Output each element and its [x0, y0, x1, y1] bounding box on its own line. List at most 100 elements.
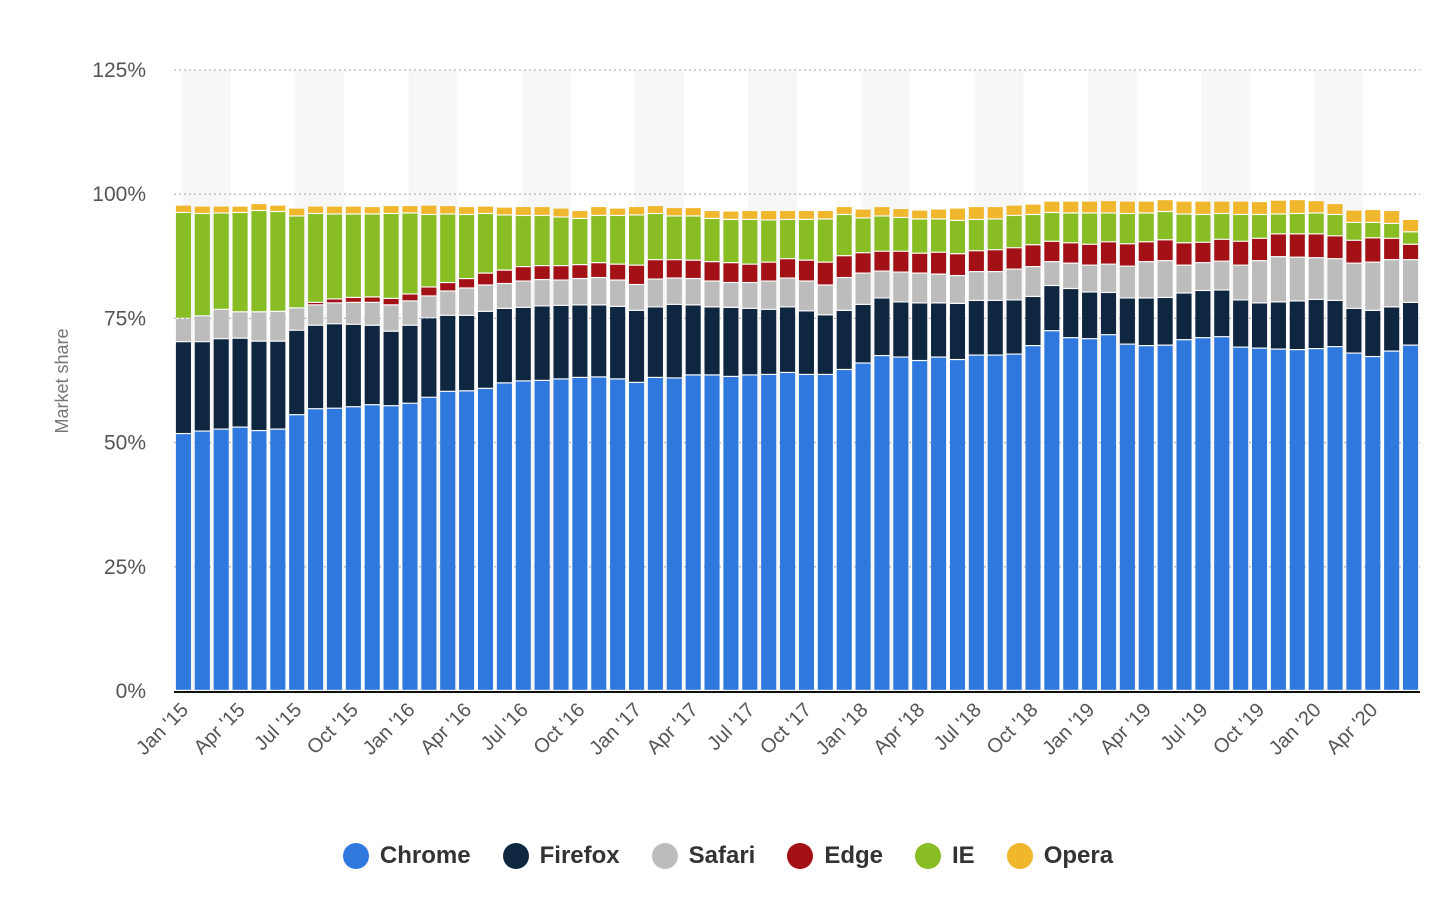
bar-segment-opera[interactable]	[610, 208, 626, 215]
bar-segment-ie[interactable]	[647, 214, 663, 260]
bar-segment-edge[interactable]	[496, 270, 512, 283]
bar-segment-firefox[interactable]	[1195, 291, 1211, 338]
bar-segment-firefox[interactable]	[855, 304, 871, 363]
bar-segment-safari[interactable]	[1214, 261, 1230, 290]
bar-segment-chrome[interactable]	[798, 375, 814, 690]
bar-segment-firefox[interactable]	[1346, 308, 1362, 353]
bar-segment-edge[interactable]	[440, 283, 456, 291]
bar-segment-opera[interactable]	[685, 208, 701, 216]
bar-segment-ie[interactable]	[610, 216, 626, 264]
bar-segment-edge[interactable]	[345, 298, 361, 302]
bar-segment-opera[interactable]	[949, 208, 966, 220]
bar-segment-firefox[interactable]	[194, 342, 210, 431]
bar-segment-edge[interactable]	[421, 287, 437, 296]
bar-segment-chrome[interactable]	[610, 379, 626, 690]
bar-segment-firefox[interactable]	[817, 315, 833, 374]
bar-segment-ie[interactable]	[968, 220, 984, 251]
bar-segment-opera[interactable]	[591, 207, 607, 215]
bar-segment-chrome[interactable]	[591, 377, 607, 690]
bar-segment-edge[interactable]	[1384, 238, 1400, 260]
bar-segment-safari[interactable]	[421, 296, 437, 318]
bar-segment-ie[interactable]	[1006, 216, 1022, 248]
bar-segment-chrome[interactable]	[421, 397, 437, 690]
bar-segment-firefox[interactable]	[987, 301, 1003, 355]
bar-segment-chrome[interactable]	[553, 379, 569, 690]
bar-segment-opera[interactable]	[987, 207, 1003, 219]
bar-segment-safari[interactable]	[666, 278, 682, 304]
bar-segment-opera[interactable]	[1270, 200, 1286, 214]
bar-segment-edge[interactable]	[1176, 243, 1192, 265]
bar-segment-chrome[interactable]	[704, 375, 720, 690]
bar-segment-safari[interactable]	[534, 280, 550, 306]
bar-segment-firefox[interactable]	[1119, 298, 1135, 344]
bar-segment-chrome[interactable]	[1233, 347, 1249, 690]
bar-segment-chrome[interactable]	[723, 377, 739, 690]
bar-segment-ie[interactable]	[459, 215, 475, 278]
bar-segment-chrome[interactable]	[270, 429, 286, 690]
bar-segment-firefox[interactable]	[534, 306, 550, 380]
bar-segment-opera[interactable]	[308, 206, 324, 213]
bar-segment-firefox[interactable]	[1233, 300, 1249, 347]
bar-segment-ie[interactable]	[1100, 213, 1117, 242]
bar-segment-firefox[interactable]	[213, 339, 229, 429]
bar-segment-chrome[interactable]	[912, 361, 928, 690]
bar-segment-edge[interactable]	[685, 260, 701, 278]
bar-segment-opera[interactable]	[1365, 210, 1381, 222]
bar-segment-safari[interactable]	[308, 305, 324, 325]
bar-segment-chrome[interactable]	[402, 403, 418, 690]
bar-segment-safari[interactable]	[289, 308, 305, 330]
bar-segment-ie[interactable]	[1082, 213, 1098, 244]
bar-segment-safari[interactable]	[1233, 265, 1249, 300]
bar-segment-chrome[interactable]	[968, 355, 984, 690]
bar-segment-chrome[interactable]	[1251, 348, 1268, 690]
bar-segment-edge[interactable]	[723, 263, 739, 282]
bar-segment-ie[interactable]	[440, 214, 456, 282]
bar-segment-chrome[interactable]	[1195, 338, 1211, 690]
bar-segment-firefox[interactable]	[628, 310, 645, 382]
bar-segment-opera[interactable]	[1006, 205, 1022, 215]
bar-segment-opera[interactable]	[515, 207, 531, 215]
bar-segment-opera[interactable]	[1157, 200, 1173, 211]
bar-segment-firefox[interactable]	[1308, 300, 1324, 348]
bar-segment-opera[interactable]	[1327, 204, 1343, 214]
bar-segment-firefox[interactable]	[289, 330, 305, 415]
bar-segment-firefox[interactable]	[175, 342, 191, 433]
bar-segment-safari[interactable]	[383, 305, 399, 331]
bar-segment-safari[interactable]	[1025, 267, 1041, 296]
bar-segment-ie[interactable]	[232, 213, 248, 312]
bar-segment-chrome[interactable]	[459, 391, 475, 690]
bar-segment-ie[interactable]	[1384, 224, 1400, 238]
bar-segment-safari[interactable]	[968, 272, 984, 300]
bar-segment-chrome[interactable]	[666, 378, 682, 690]
bar-segment-chrome[interactable]	[289, 415, 305, 690]
bar-segment-ie[interactable]	[553, 217, 569, 266]
bar-segment-ie[interactable]	[855, 218, 871, 253]
bar-segment-opera[interactable]	[628, 207, 645, 215]
bar-segment-edge[interactable]	[628, 265, 645, 284]
bar-segment-firefox[interactable]	[1327, 301, 1343, 347]
bar-segment-opera[interactable]	[1233, 201, 1249, 214]
bar-segment-chrome[interactable]	[1308, 349, 1324, 690]
bar-segment-safari[interactable]	[1119, 266, 1135, 298]
bar-segment-safari[interactable]	[440, 291, 456, 315]
bar-segment-chrome[interactable]	[742, 375, 758, 690]
bar-segment-firefox[interactable]	[761, 309, 777, 374]
bar-segment-opera[interactable]	[893, 209, 909, 217]
bar-segment-edge[interactable]	[987, 250, 1003, 271]
bar-segment-ie[interactable]	[1119, 214, 1135, 244]
bar-segment-firefox[interactable]	[591, 305, 607, 377]
bar-segment-chrome[interactable]	[1365, 357, 1381, 690]
bar-segment-edge[interactable]	[761, 262, 777, 281]
bar-segment-safari[interactable]	[817, 285, 833, 315]
bar-segment-opera[interactable]	[931, 209, 947, 219]
bar-segment-firefox[interactable]	[402, 325, 418, 403]
legend-item-firefox[interactable]: Firefox	[502, 842, 620, 870]
bar-segment-firefox[interactable]	[421, 318, 437, 397]
bar-segment-opera[interactable]	[1138, 201, 1154, 213]
bar-segment-opera[interactable]	[1346, 210, 1362, 222]
bar-segment-edge[interactable]	[1251, 238, 1268, 261]
bar-segment-safari[interactable]	[591, 278, 607, 305]
bar-segment-edge[interactable]	[1006, 248, 1022, 269]
bar-segment-safari[interactable]	[232, 312, 248, 338]
bar-segment-firefox[interactable]	[440, 315, 456, 391]
